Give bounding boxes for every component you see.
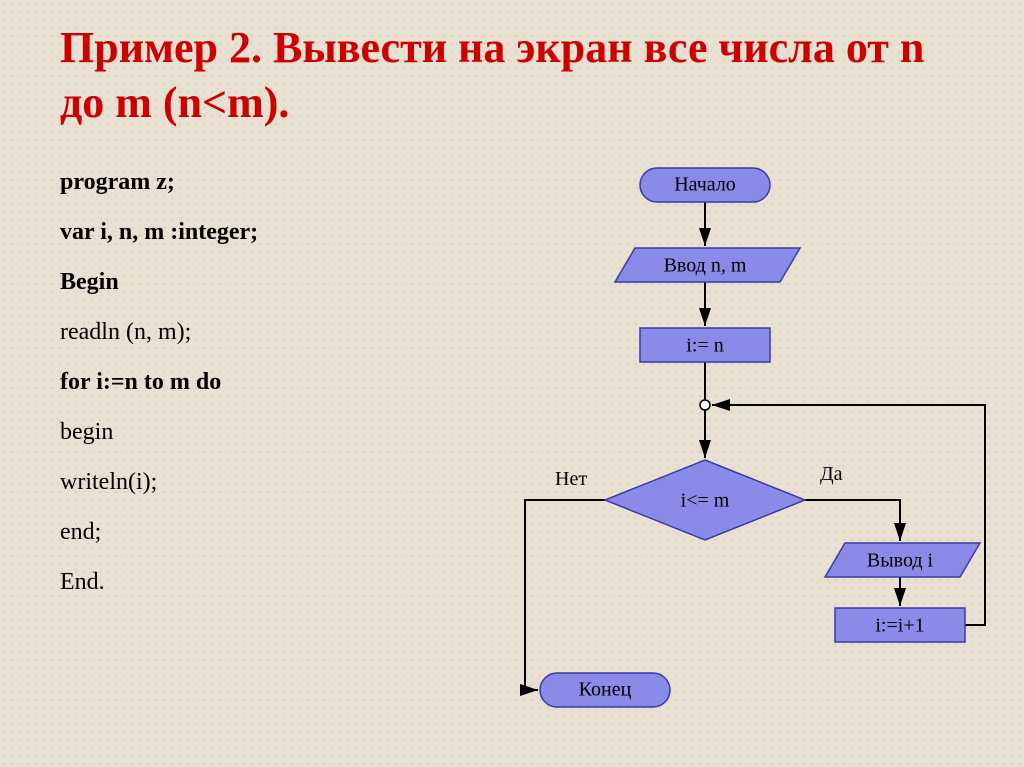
node-inc-label: i:=i+1 — [875, 615, 924, 637]
code-line: Begin — [60, 270, 440, 294]
code-line: readln (n, m); — [60, 320, 440, 344]
node-output-label: Вывод i — [867, 550, 934, 572]
merge-connector — [700, 400, 710, 410]
code-listing: program z; var i, n, m :integer; Begin r… — [60, 170, 440, 620]
flowchart-svg: Да Нет Начало Ввод n, m i:= n i<= m Выво… — [480, 160, 1000, 750]
edge-decide-yes — [805, 500, 900, 541]
code-line: program z; — [60, 170, 440, 194]
code-line: end; — [60, 520, 440, 544]
edge-label-yes: Да — [820, 463, 843, 485]
node-decide-label: i<= m — [681, 490, 730, 512]
node-input-label: Ввод n, m — [664, 255, 747, 277]
code-line: begin — [60, 420, 440, 444]
node-start-label: Начало — [674, 174, 736, 196]
slide-title: Пример 2. Вывести на экран все числа от … — [60, 20, 940, 130]
node-assign-label: i:= n — [686, 335, 723, 357]
edge-decide-no — [525, 500, 605, 690]
edge-label-no: Нет — [555, 468, 587, 490]
node-end-label: Конец — [579, 679, 632, 701]
flowchart: Да Нет Начало Ввод n, m i:= n i<= m Выво… — [480, 160, 1000, 750]
code-line: writeln(i); — [60, 470, 440, 494]
code-line: for i:=n to m do — [60, 370, 440, 394]
code-line: End. — [60, 570, 440, 594]
code-line: var i, n, m :integer; — [60, 220, 440, 244]
